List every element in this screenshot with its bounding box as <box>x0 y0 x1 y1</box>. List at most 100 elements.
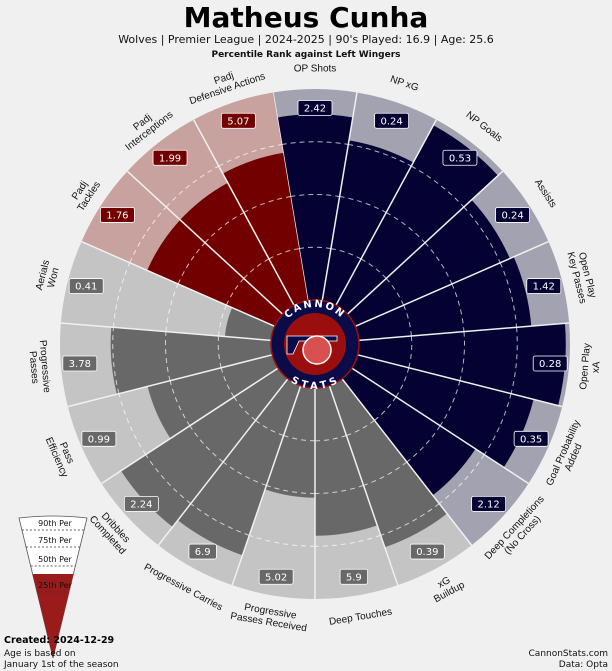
value-box <box>220 112 256 129</box>
gridline-75 <box>218 144 282 167</box>
value-label: 3.78 <box>69 359 91 370</box>
value-box <box>68 278 104 294</box>
gridline-75 <box>380 503 440 536</box>
gridline-50 <box>459 331 465 381</box>
value-box <box>258 568 294 585</box>
slice-percentile-bar <box>222 152 308 306</box>
slice-aerials-won: 0.41 AerialsWon <box>34 241 275 342</box>
gridline-50 <box>385 212 426 244</box>
slice-percentile-bar <box>342 368 476 496</box>
value-label: 2.24 <box>130 499 152 510</box>
gridline-50 <box>177 242 206 285</box>
value-label: 1.42 <box>533 282 555 293</box>
value-label: 5.07 <box>227 116 249 127</box>
category-label-line: Open Play <box>578 343 593 390</box>
value-label: 0.39 <box>416 547 438 558</box>
value-label: 5.9 <box>346 572 362 583</box>
wolf-badge-icon <box>302 335 332 365</box>
slice-divider <box>101 367 279 485</box>
value-box <box>495 207 530 223</box>
value-box <box>100 207 135 223</box>
value-box <box>442 149 478 166</box>
comparison-subtitle: Percentile Rank against Left Wingers <box>211 50 400 60</box>
player-name-title: Matheus Cunha <box>184 1 429 34</box>
value-box <box>188 543 217 560</box>
value-box <box>374 112 410 129</box>
category-label-line: Progressive <box>37 340 52 394</box>
value-box <box>532 355 568 372</box>
slice-divider <box>126 170 284 315</box>
gridline-75 <box>314 534 381 547</box>
gridline-50 <box>165 331 171 381</box>
slice-divider <box>157 378 289 546</box>
slice-percentile-bar <box>347 199 510 327</box>
gridline-75 <box>499 262 518 328</box>
value-box <box>123 495 159 512</box>
value-label: 5.02 <box>265 572 287 583</box>
category-label-line: Passes <box>27 351 41 385</box>
age-note-line1: Age is based on <box>4 649 76 659</box>
value-box <box>339 568 368 585</box>
category-label-line: OP Shots <box>294 64 337 75</box>
gridline-75 <box>438 454 485 504</box>
percentile-legend: 90th Per 75th Per 50th Per 25th Per <box>18 515 88 659</box>
slice-percentile-bar <box>120 368 288 527</box>
slice-percentile-bar <box>357 323 566 406</box>
gridline-50 <box>424 242 453 285</box>
category-label-line: xG <box>436 575 453 591</box>
created-date: Created: 2024-12-29 <box>4 635 114 646</box>
player-info-subtitle: Wolves | Premier League | 2024-2025 | 90… <box>118 33 494 46</box>
gridline-50 <box>451 283 465 332</box>
slice-divider <box>354 240 549 328</box>
category-label-line: Won <box>46 267 62 289</box>
gridline-75 <box>112 262 131 328</box>
slice-divider <box>328 385 399 586</box>
gridline-50 <box>314 484 364 494</box>
value-label: 0.24 <box>380 116 402 127</box>
slice-divider <box>67 354 273 408</box>
gridline-75 <box>463 206 501 263</box>
slice-divider <box>60 322 272 342</box>
value-box <box>152 149 188 166</box>
value-label: 0.28 <box>539 359 561 370</box>
gridline-50 <box>363 461 408 486</box>
slice-goal-probability-added: 0.35 Goal ProbabilityAdded <box>351 354 585 488</box>
gridline-50 <box>439 380 461 427</box>
slice-percentile-bar <box>147 354 279 439</box>
value-box <box>81 430 117 447</box>
value-box <box>471 495 507 512</box>
slice-percentile-bar <box>315 385 378 536</box>
category-label: OP Shots <box>294 64 337 75</box>
category-label: AerialsWon <box>34 259 63 294</box>
value-box <box>62 355 98 372</box>
slice-divider <box>321 92 358 301</box>
slice-divider <box>341 378 473 546</box>
value-box <box>526 278 562 294</box>
legend-fill <box>32 574 74 658</box>
gridline-75 <box>510 327 518 394</box>
gridline-75 <box>249 534 316 547</box>
category-label: ProgressivePasses <box>26 340 52 395</box>
value-label: 2.42 <box>304 104 326 115</box>
gridline-50 <box>165 283 179 332</box>
gridline-75 <box>145 454 192 504</box>
slice-op-shots: 2.42 OP Shots <box>272 64 357 301</box>
gridline-50 <box>243 196 291 213</box>
value-label: 0.99 <box>88 434 110 445</box>
slice-percentile-bar <box>277 114 353 301</box>
slice-percentile-bar <box>147 219 283 327</box>
slice-divider <box>357 354 563 408</box>
category-label-line: xA <box>591 361 603 374</box>
value-box <box>297 100 333 116</box>
value-box <box>409 543 445 560</box>
legend-label: 50th Per <box>38 555 72 564</box>
slice-open-play-xa: 0.28 Open PlayxA <box>357 322 603 407</box>
site-credit: CannonStats.com <box>529 649 608 659</box>
slice-divider <box>231 385 302 586</box>
value-label: 0.35 <box>520 434 542 445</box>
slice-divider <box>358 322 570 342</box>
